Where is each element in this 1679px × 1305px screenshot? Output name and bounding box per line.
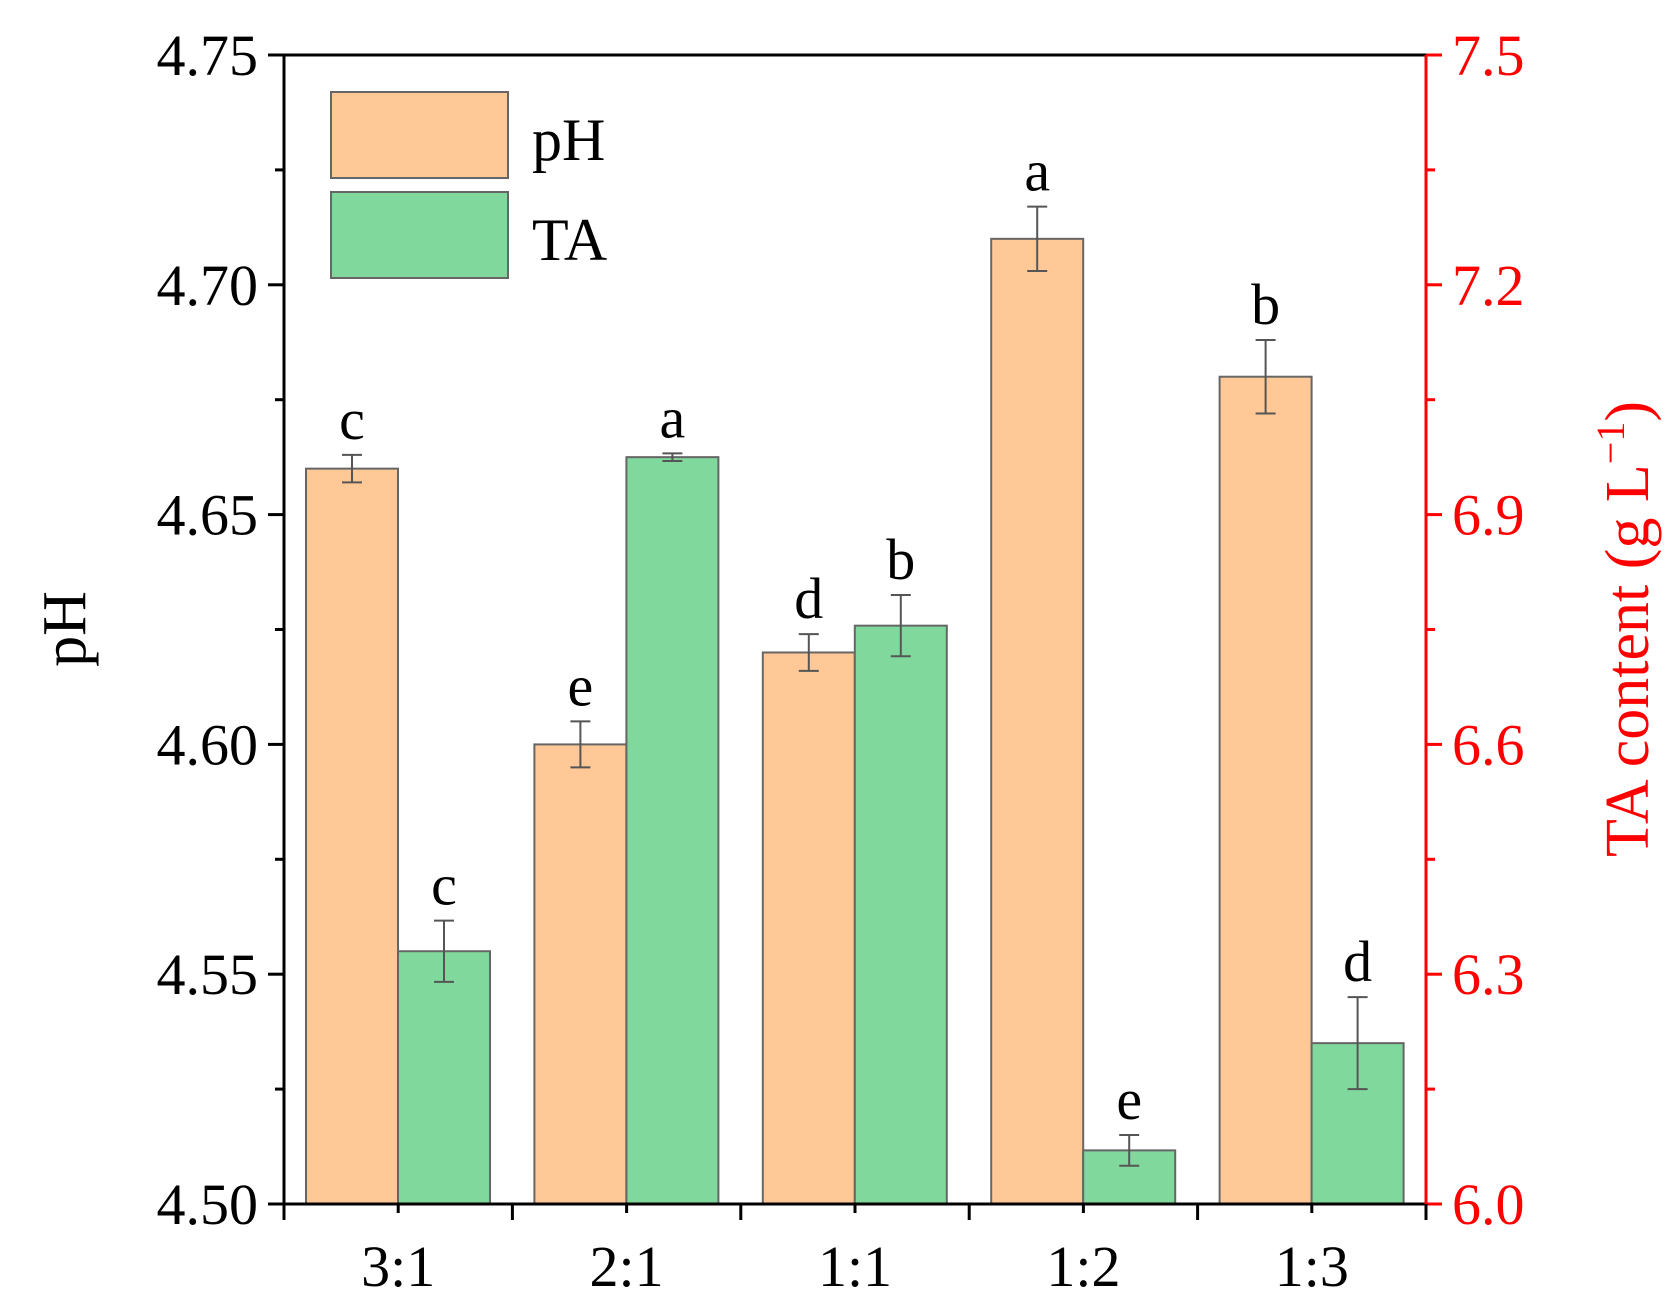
right-tick-label: 7.5 (1452, 23, 1525, 88)
bar-ph-3 (990, 237, 1085, 1205)
x-tick-label: 3:1 (361, 1234, 435, 1299)
significance-label-ph-2: d (794, 566, 823, 631)
left-axis-ticks: 4.50 4.55 4.60 4.65 4.70 4.75 (157, 23, 284, 1237)
right-axis-title: TA content (g L−1) (1588, 401, 1662, 857)
left-tick-label: 4.75 (157, 23, 259, 88)
left-tick-label: 4.55 (157, 942, 259, 1007)
significance-label-ta-3: e (1116, 1067, 1142, 1132)
x-axis-ticks: 3:1 2:1 1:1 1:2 1:3 (282, 1204, 1428, 1299)
bar-ph-4 (1218, 375, 1313, 1206)
right-tick-label: 6.0 (1452, 1172, 1525, 1237)
right-axis-title-end: ) (1594, 401, 1662, 422)
legend-label-ta: TA (532, 207, 607, 273)
significance-label-ta-4: d (1343, 929, 1372, 994)
significance-label-ph-0: c (339, 387, 365, 452)
left-tick-label: 4.60 (157, 712, 259, 777)
x-tick-label: 2:1 (590, 1234, 664, 1299)
significance-label-ph-4: b (1251, 272, 1280, 337)
significance-label-ta-2: b (886, 527, 915, 592)
x-tick-label: 1:1 (818, 1234, 892, 1299)
significance-label-ta-0: c (431, 853, 457, 918)
bars-layer (305, 237, 1405, 1206)
significance-label-ph-3: a (1024, 139, 1050, 204)
legend: pH TA (330, 91, 607, 279)
right-tick-label: 6.3 (1452, 942, 1525, 1007)
left-tick-label: 4.70 (157, 253, 259, 318)
error-bars-layer (342, 205, 1368, 1167)
legend-label-ph: pH (532, 107, 605, 173)
bar-ph-1 (533, 743, 628, 1206)
right-tick-label: 6.9 (1452, 483, 1525, 548)
x-tick-label: 1:3 (1275, 1234, 1349, 1299)
bar-ph-2 (761, 651, 856, 1205)
bar-ta-1 (625, 456, 720, 1205)
left-tick-label: 4.65 (157, 483, 259, 548)
right-axis-title-sup: −1 (1588, 422, 1633, 465)
significance-label-ta-1: a (660, 385, 686, 450)
right-tick-label: 6.6 (1452, 712, 1525, 777)
bar-ta-2 (853, 624, 948, 1205)
right-axis-ticks: 6.0 6.3 6.6 6.9 7.2 7.5 (1426, 23, 1525, 1237)
legend-swatch-ta (330, 191, 509, 279)
bar-ta-0 (397, 950, 491, 1205)
right-axis-title-main: TA content (g L (1594, 464, 1662, 857)
x-tick-label: 1:2 (1046, 1234, 1120, 1299)
significance-label-ph-1: e (568, 653, 594, 718)
left-tick-label: 4.50 (157, 1172, 259, 1237)
right-tick-label: 7.2 (1452, 253, 1525, 318)
bar-ph-0 (305, 467, 399, 1205)
left-axis-title: pH (31, 591, 99, 667)
legend-swatch-ph (330, 91, 509, 179)
